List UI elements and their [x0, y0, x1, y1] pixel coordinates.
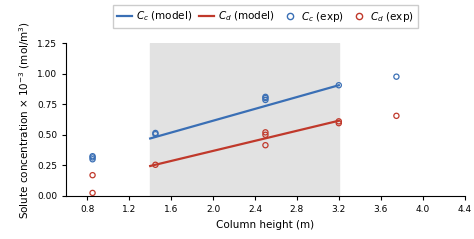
- Point: [392, 114, 400, 118]
- Point: [152, 131, 159, 135]
- Point: [335, 121, 343, 125]
- Legend: $C_c$ (model), $C_d$ (model), $C_c$ (exp), $C_d$ (exp): $C_c$ (model), $C_d$ (model), $C_c$ (exp…: [113, 5, 418, 28]
- Point: [89, 173, 96, 177]
- Point: [262, 130, 269, 134]
- Point: [152, 132, 159, 136]
- Point: [335, 120, 343, 123]
- Point: [262, 96, 269, 100]
- X-axis label: Column height (m): Column height (m): [216, 220, 315, 230]
- Point: [152, 163, 159, 167]
- Point: [335, 83, 343, 87]
- Point: [89, 154, 96, 158]
- Point: [262, 133, 269, 137]
- Point: [89, 191, 96, 195]
- Y-axis label: Solute concentration $\times$ 10$^{-3}$ (mol/m$^3$): Solute concentration $\times$ 10$^{-3}$ …: [17, 21, 32, 218]
- Point: [262, 98, 269, 102]
- Point: [89, 156, 96, 159]
- Point: [392, 75, 400, 79]
- Bar: [150, 43, 339, 196]
- Point: [262, 95, 269, 99]
- Point: [262, 143, 269, 147]
- Point: [89, 157, 96, 161]
